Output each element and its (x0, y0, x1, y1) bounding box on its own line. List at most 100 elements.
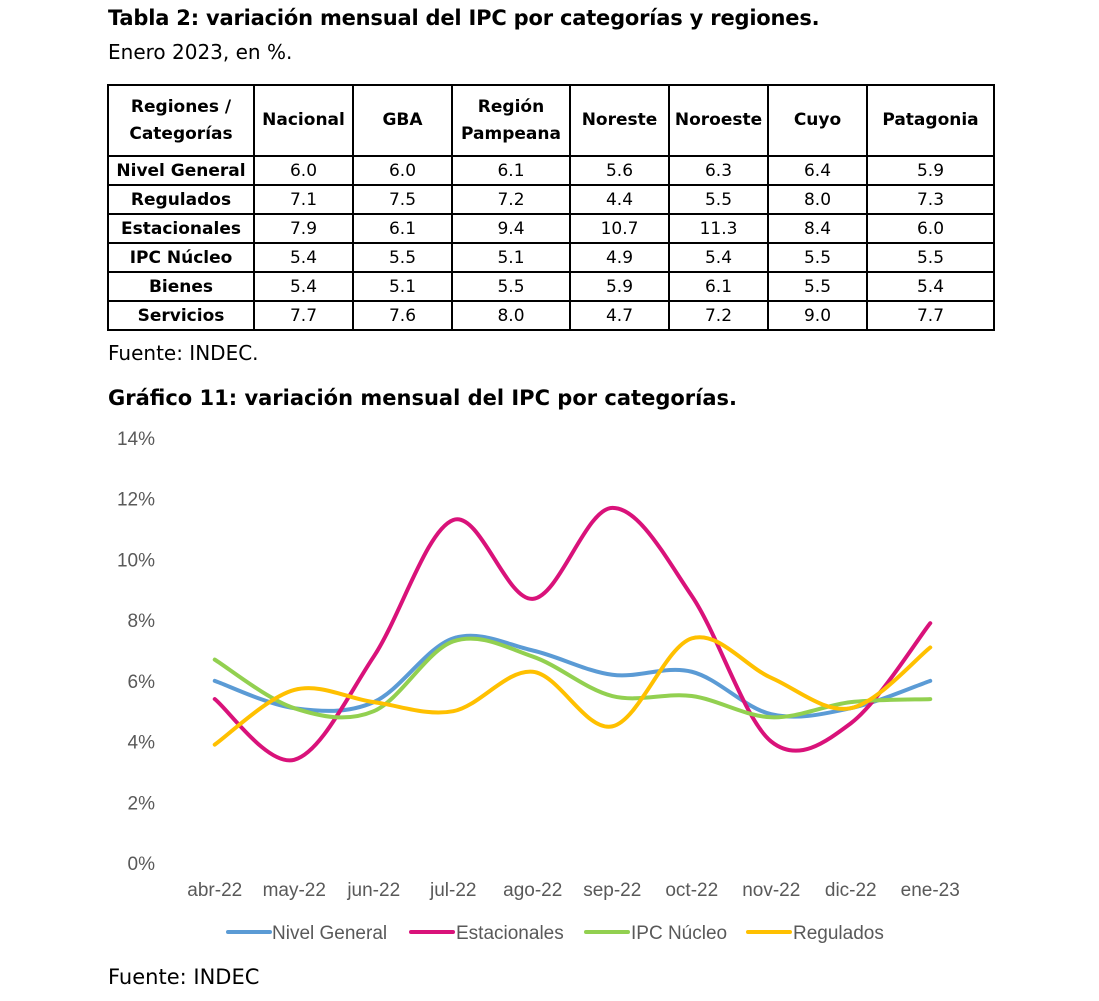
header-label: Pampeana (461, 123, 561, 144)
chart-title: Gráfico 11: variación mensual del IPC po… (108, 386, 737, 410)
y-tick-label: 10% (117, 550, 155, 571)
table-cell: 5.5 (451, 271, 571, 302)
table-cell: 5.4 (866, 271, 995, 302)
table-cell: 9.4 (451, 213, 571, 244)
table-cell: 5.4 (668, 242, 769, 273)
header-cell: Nacional (253, 84, 354, 157)
legend-label: Regulados (793, 923, 884, 944)
series-line-ipc-ncleo (212, 636, 933, 720)
row-label: Bienes (107, 271, 255, 302)
y-tick-label: 2% (128, 793, 156, 814)
header-cell: Noroeste (668, 84, 769, 157)
series-line-regulados (212, 635, 933, 747)
table-cell: 8.0 (451, 300, 571, 331)
x-tick-label: ene-23 (901, 880, 960, 901)
table-cell: 6.0 (253, 155, 354, 186)
table-cell: 6.1 (451, 155, 571, 186)
x-tick-label: oct-22 (665, 880, 718, 901)
table-cell: 9.0 (767, 300, 868, 331)
row-label: Servicios (107, 300, 255, 331)
table-cell: 4.4 (569, 184, 670, 215)
table-cell: 5.5 (767, 242, 868, 273)
y-tick-label: 8% (128, 611, 156, 632)
table-cell: 5.5 (352, 242, 453, 273)
series-line-nivel-general (212, 633, 933, 719)
header-label: Noroeste (674, 110, 763, 130)
table-cell: 7.2 (668, 300, 769, 331)
header-cell: GBA (352, 84, 453, 157)
table-cell: 6.1 (668, 271, 769, 302)
header-cell: Patagonia (866, 84, 995, 157)
header-label: Cuyo (793, 110, 842, 130)
table-cell: 7.7 (866, 300, 995, 331)
x-axis: abr-22 may-22 jun-22 jul-22 ago-22 sep-22 oct-… (187, 880, 960, 901)
y-tick-label: 12% (117, 490, 155, 511)
table-cell: 6.3 (668, 155, 769, 186)
table-cell: 10.7 (569, 213, 670, 244)
y-tick-label: 14% (117, 429, 155, 450)
header-cell: Cuyo (767, 84, 868, 157)
header-cell: Regiones / Categorías (107, 84, 255, 157)
row-label: IPC Núcleo (107, 242, 255, 273)
line-chart: 0% 2% 4% 6% 8% 10% 12% 14% abr-22 may-22 jun-22 ju… (117, 429, 960, 944)
table-title: Tabla 2: variación mensual del IPC por c… (108, 6, 820, 30)
table-cell: 6.1 (352, 213, 453, 244)
table-cell: 11.3 (668, 213, 769, 244)
header-cell: Región Pampeana (451, 84, 571, 157)
legend-label: Estacionales (456, 923, 564, 944)
table-cell: 8.4 (767, 213, 868, 244)
table-cell: 5.9 (866, 155, 995, 186)
table-cell: 6.0 (866, 213, 995, 244)
x-tick-label: ago-22 (503, 880, 562, 901)
row-label: Regulados (107, 184, 255, 215)
table-subtitle: Enero 2023, en %. (108, 40, 293, 64)
table-cell: 7.7 (253, 300, 354, 331)
header-cell: Noreste (569, 84, 670, 157)
table-cell: 8.0 (767, 184, 868, 215)
table-cell: 5.6 (569, 155, 670, 186)
ipc-table: Regiones / Categorías Nacional GBA Región P… (107, 84, 995, 331)
chart-source: Fuente: INDEC (108, 965, 260, 989)
table-cell: 4.7 (569, 300, 670, 331)
table-cell: 7.5 (352, 184, 453, 215)
x-tick-label: abr-22 (187, 880, 242, 901)
table-cell: 7.2 (451, 184, 571, 215)
header-label: Categorías (129, 123, 233, 144)
x-tick-label: dic-22 (825, 880, 877, 901)
row-label: Estacionales (107, 213, 255, 244)
y-axis: 0% 2% 4% 6% 8% 10% 12% 14% (117, 429, 155, 875)
x-tick-label: may-22 (263, 880, 326, 901)
table-cell: 7.9 (253, 213, 354, 244)
table-row: IPC Núcleo 5.4 5.5 5.1 4.9 5.4 5.5 5.5 (107, 242, 995, 273)
header-label: Nacional (262, 110, 345, 130)
table-source: Fuente: INDEC. (108, 341, 259, 365)
table-cell: 5.5 (668, 184, 769, 215)
header-label: GBA (382, 110, 423, 130)
table-row: Nivel General 6.0 6.0 6.1 5.6 6.3 6.4 5.9 (107, 155, 995, 186)
table-row: Bienes 5.4 5.1 5.5 5.9 6.1 5.5 5.4 (107, 271, 995, 302)
table-cell: 7.1 (253, 184, 354, 215)
x-tick-label: jun-22 (346, 880, 400, 901)
table-cell: 4.9 (569, 242, 670, 273)
row-label: Nivel General (107, 155, 255, 186)
header-label: Patagonia (882, 110, 979, 130)
x-tick-label: jul-22 (429, 880, 476, 901)
table-row: Regulados 7.1 7.5 7.2 4.4 5.5 8.0 7.3 (107, 184, 995, 215)
table-cell: 5.1 (352, 271, 453, 302)
header-label: Noreste (581, 110, 658, 130)
chart-legend: Nivel General Estacionales IPC Núcleo Regul… (226, 923, 884, 944)
series-line-estacionales (212, 505, 933, 763)
y-tick-label: 6% (128, 672, 156, 693)
table-cell: 7.6 (352, 300, 453, 331)
table-header-row: Regiones / Categorías Nacional GBA Región P… (107, 84, 995, 157)
table-cell: 6.0 (352, 155, 453, 186)
table-cell: 5.5 (767, 271, 868, 302)
table-cell: 5.4 (253, 242, 354, 273)
table-cell: 6.4 (767, 155, 868, 186)
x-tick-label: nov-22 (742, 880, 800, 901)
header-label: Regiones / (130, 96, 232, 117)
table-cell: 7.3 (866, 184, 995, 215)
table-row: Estacionales 7.9 6.1 9.4 10.7 11.3 8.4 6.0 (107, 213, 995, 244)
x-tick-label: sep-22 (583, 880, 641, 901)
table-cell: 5.4 (253, 271, 354, 302)
